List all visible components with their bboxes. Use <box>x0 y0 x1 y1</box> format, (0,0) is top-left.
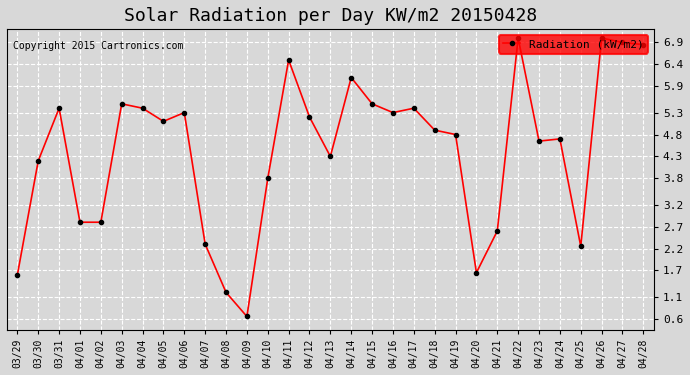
Line: Radiation (kW/m2): Radiation (kW/m2) <box>15 36 645 319</box>
Radiation (kW/m2) <box>598 36 606 40</box>
Radiation (kW/m2) <box>34 159 42 163</box>
Radiation (kW/m2) <box>493 229 502 233</box>
Radiation (kW/m2) <box>117 102 126 106</box>
Radiation (kW/m2) <box>306 115 314 119</box>
Legend: Radiation (kW/m2): Radiation (kW/m2) <box>499 35 648 54</box>
Radiation (kW/m2) <box>389 110 397 115</box>
Radiation (kW/m2) <box>618 40 627 45</box>
Radiation (kW/m2) <box>76 220 84 225</box>
Radiation (kW/m2) <box>514 36 522 40</box>
Radiation (kW/m2) <box>451 132 460 137</box>
Radiation (kW/m2) <box>555 136 564 141</box>
Radiation (kW/m2) <box>264 176 272 181</box>
Radiation (kW/m2) <box>410 106 418 111</box>
Radiation (kW/m2) <box>347 75 355 80</box>
Radiation (kW/m2) <box>326 154 335 159</box>
Radiation (kW/m2) <box>472 270 480 275</box>
Radiation (kW/m2) <box>139 106 147 111</box>
Radiation (kW/m2) <box>577 244 585 249</box>
Radiation (kW/m2) <box>639 42 647 47</box>
Radiation (kW/m2) <box>431 128 439 132</box>
Radiation (kW/m2) <box>222 290 230 295</box>
Radiation (kW/m2) <box>243 314 251 319</box>
Text: Copyright 2015 Cartronics.com: Copyright 2015 Cartronics.com <box>13 41 184 51</box>
Radiation (kW/m2) <box>368 102 376 106</box>
Radiation (kW/m2) <box>535 139 543 143</box>
Radiation (kW/m2) <box>97 220 105 225</box>
Radiation (kW/m2) <box>284 58 293 62</box>
Radiation (kW/m2) <box>55 106 63 111</box>
Radiation (kW/m2) <box>13 273 21 277</box>
Radiation (kW/m2) <box>180 110 188 115</box>
Radiation (kW/m2) <box>159 119 168 124</box>
Title: Solar Radiation per Day KW/m2 20150428: Solar Radiation per Day KW/m2 20150428 <box>124 7 537 25</box>
Radiation (kW/m2) <box>201 242 209 246</box>
